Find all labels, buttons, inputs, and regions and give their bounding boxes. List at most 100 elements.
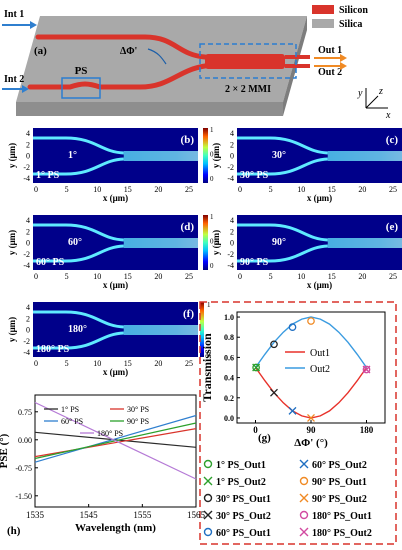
field-y-tick: -2 <box>227 163 234 172</box>
legend-entry-label: 90° PS_Out1 <box>312 477 367 488</box>
plot-frame <box>34 394 197 508</box>
field-y-tick: -2 <box>23 250 30 259</box>
legend-entry-label: 1° PS_Out1 <box>216 460 266 471</box>
field-y-tick: 0 <box>26 239 30 248</box>
field-x-tick: 5 <box>65 359 69 368</box>
y-tick-label: 0.2 <box>224 394 234 403</box>
field-waveguide-bottom <box>33 157 124 176</box>
field-colorbar-tick: 0.5 <box>210 151 219 159</box>
field-colorbar <box>203 215 208 270</box>
field-x-tick: 15 <box>124 272 132 281</box>
data-marker-cross <box>252 363 261 372</box>
x-tick-label: 1535 <box>26 510 45 520</box>
legend-marker-circle <box>299 476 309 486</box>
out2-arrowhead <box>340 62 347 70</box>
field-x-tick: 15 <box>328 185 336 194</box>
field-x-tick: 10 <box>297 185 305 194</box>
out1-label: Out 1 <box>318 45 342 56</box>
field-y-tick: 0 <box>230 239 234 248</box>
legend-marker-circle <box>203 493 213 503</box>
field-y-tick: 2 <box>26 227 30 236</box>
series-line <box>34 401 197 480</box>
field-angle-label: 1° <box>68 150 77 161</box>
panel-g-frame <box>199 301 397 545</box>
field-ps-label: 30° PS <box>240 170 269 181</box>
field-y-tick: -4 <box>23 174 30 183</box>
field-x-tick: 15 <box>124 185 132 194</box>
int1-label: Int 1 <box>4 9 24 20</box>
field-waveguide-bottom <box>237 244 328 263</box>
x-tick-label: 1565 <box>187 510 206 520</box>
legend-marker-circle <box>203 527 213 537</box>
field-y-tick: -2 <box>227 250 234 259</box>
field-x-tick: 0 <box>34 185 38 194</box>
field-panel-label: (b) <box>181 134 195 146</box>
panel-h-label: (h) <box>7 525 21 537</box>
data-marker-cross <box>362 365 371 374</box>
field-y-tick: -4 <box>23 261 30 270</box>
field-y-tick: 0 <box>26 326 30 335</box>
data-marker-cross <box>270 388 278 397</box>
legend-marker-cross <box>203 476 213 486</box>
legend-marker-cross <box>299 459 309 469</box>
field-y-label: y (μm) <box>7 230 17 255</box>
field-x-tick: 5 <box>65 272 69 281</box>
y-tick-label: -0.75 <box>15 464 32 473</box>
legend-label: Out1 <box>310 348 330 359</box>
field-x-tick: 20 <box>154 272 162 281</box>
mmi-body <box>205 54 285 69</box>
field-panel-label: (c) <box>386 134 399 146</box>
panel-a-label: (a) <box>34 45 47 57</box>
legend-label: 1° PS <box>61 405 79 414</box>
field-colorbar <box>200 302 204 357</box>
data-marker-circle <box>307 317 315 325</box>
field-ps-label: 90° PS <box>240 257 269 268</box>
mmi-box <box>199 43 297 79</box>
field-x-tick: 0 <box>34 272 38 281</box>
field-x-tick: 0 <box>238 185 242 194</box>
data-marker-circle <box>288 323 297 331</box>
field-waveguide-top <box>237 136 328 155</box>
legend-marker-cross <box>299 493 309 503</box>
legend-silicon-label: Silicon <box>339 5 368 16</box>
field-colorbar-tick: 0 <box>207 351 211 359</box>
field-colorbar-tick: 0 <box>210 262 214 270</box>
x-tick-label: 1555 <box>133 510 152 520</box>
field-colorbar-tick: 1 <box>210 213 214 221</box>
field-x-tick: 0 <box>34 359 38 368</box>
y-tick-label: 0.0 <box>224 414 234 423</box>
x-tick-label: 1545 <box>80 510 99 520</box>
field-x-tick: 15 <box>328 272 336 281</box>
legend-label: Out2 <box>310 364 330 375</box>
field-y-label: y (μm) <box>7 317 17 342</box>
field-x-tick: 10 <box>93 272 101 281</box>
mmi-label: 2 × 2 MMI <box>225 84 271 95</box>
field-panel-label: (e) <box>386 221 399 233</box>
y-axis-label: PSE (°) <box>0 433 10 468</box>
series-line <box>254 367 368 419</box>
field-x-tick: 20 <box>154 185 162 194</box>
legend-marker-circle <box>203 459 213 469</box>
axis-x-label: x <box>385 110 391 121</box>
legend-silica-label: Silica <box>339 19 362 30</box>
field-mmi-glow <box>327 151 402 161</box>
field-x-tick: 5 <box>269 185 273 194</box>
field-angle-label: 60° <box>68 237 82 248</box>
data-marker-cross <box>307 413 315 422</box>
field-y-label: y (μm) <box>211 230 221 255</box>
series-line <box>34 428 197 458</box>
field-x-tick: 25 <box>185 272 193 281</box>
field-x-label: x (μm) <box>103 193 128 203</box>
transmission-chart: 0.0 0.2 0.4 0.6 0.8 1.0 0 90 180 ΔΦ' (°) Transmiss… <box>200 311 386 449</box>
field-y-tick: 2 <box>230 140 234 149</box>
int2-label: Int 2 <box>4 74 24 85</box>
field-panel-label: (f) <box>183 308 194 320</box>
field-y-tick: -2 <box>23 337 30 346</box>
x-axis-label: ΔΦ' (°) <box>294 437 328 449</box>
series-line <box>34 414 197 463</box>
axis-z-line <box>365 95 379 109</box>
legend-marker-cross <box>203 510 213 520</box>
field-y-tick: 2 <box>230 227 234 236</box>
